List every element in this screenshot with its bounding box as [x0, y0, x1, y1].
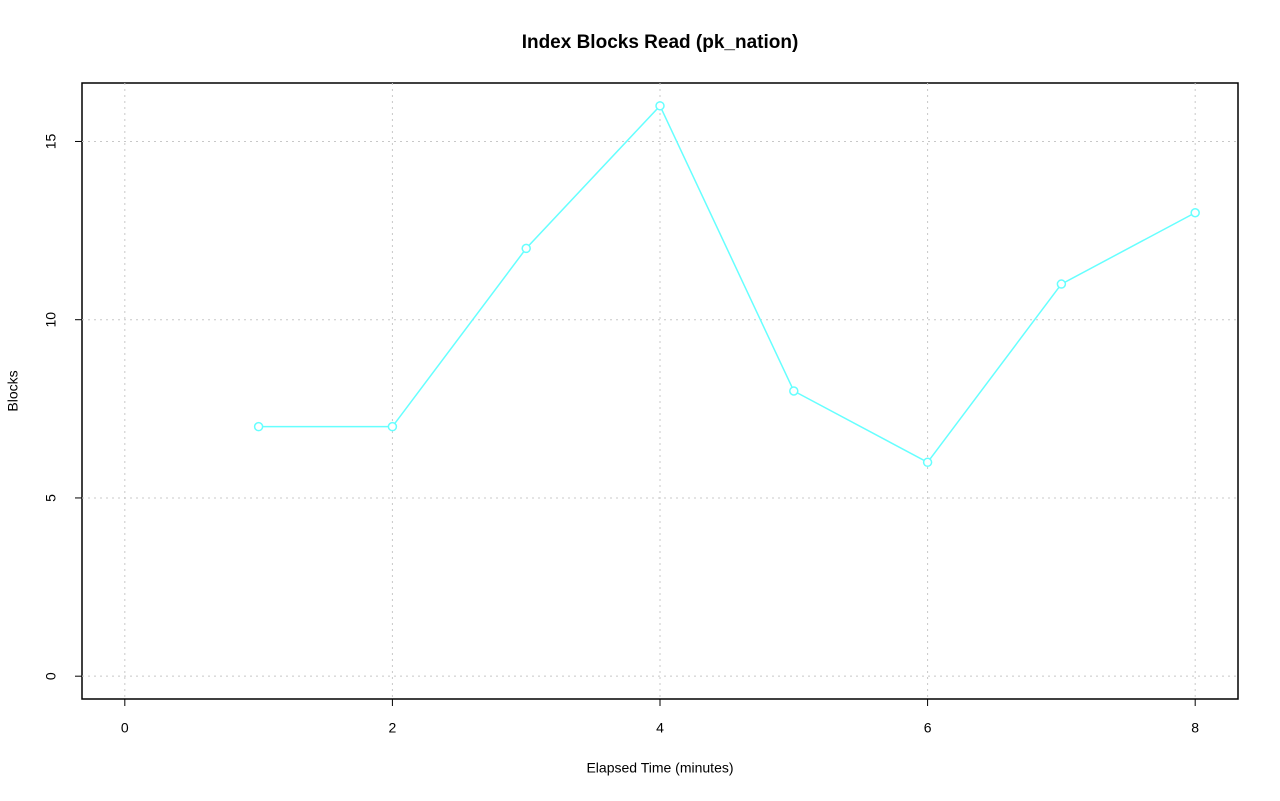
y-tick-label: 5 [43, 494, 59, 502]
data-point [1190, 208, 1200, 218]
y-tick-label: 0 [43, 672, 59, 680]
data-point [922, 457, 933, 468]
chart-title: Index Blocks Read (pk_nation) [522, 32, 799, 53]
data-point [655, 101, 665, 111]
y-tick-label: 15 [43, 133, 59, 149]
x-tick-label: 0 [121, 720, 129, 736]
x-tick-label: 4 [656, 720, 664, 736]
x-axis-label: Elapsed Time (minutes) [586, 760, 733, 776]
data-point [521, 243, 531, 254]
data-point [789, 386, 799, 396]
data-point [253, 421, 264, 432]
x-tick-label: 2 [389, 720, 397, 736]
y-tick-label: 10 [43, 312, 59, 328]
x-tick-label: 8 [1191, 720, 1199, 736]
y-axis-label: Blocks [5, 370, 21, 411]
data-point [1056, 279, 1067, 289]
data-point [387, 421, 398, 432]
x-tick-label: 6 [924, 720, 932, 736]
data-line [258, 104, 1196, 464]
